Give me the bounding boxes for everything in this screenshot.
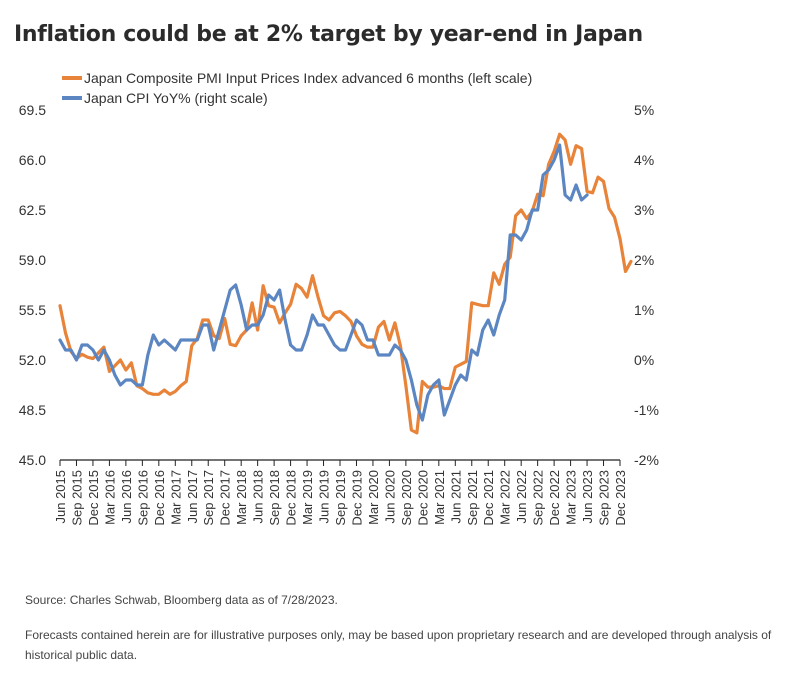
x-tick-label: Sep 2021 [465, 470, 480, 526]
right-tick-label: 1% [634, 302, 654, 318]
right-tick-label: 0% [634, 352, 654, 368]
x-tick-label: Jun 2017 [185, 470, 200, 524]
x-tick-label: Mar 2023 [564, 470, 579, 525]
x-tick-label: Dec 2015 [86, 470, 101, 526]
chart-title: Inflation could be at 2% target by year-… [14, 22, 643, 47]
x-tick-label: Jun 2018 [251, 470, 266, 524]
x-tick-label: Dec 2021 [481, 470, 496, 526]
right-tick-label: 3% [634, 202, 654, 218]
x-tick-label: Jun 2019 [317, 470, 332, 524]
cpi-series-line [58, 143, 589, 422]
x-tick-label: Jun 2022 [514, 470, 529, 524]
left-tick-label: 59.0 [19, 252, 46, 268]
left-tick-label: 55.5 [19, 302, 46, 318]
x-tick-label: Jun 2023 [580, 470, 595, 524]
x-tick-label: Sep 2016 [135, 470, 150, 526]
left-tick-label: 66.0 [19, 152, 46, 168]
right-tick-label: -1% [634, 402, 659, 418]
left-tick-label: 52.0 [19, 352, 46, 368]
x-tick-label: Sep 2018 [267, 470, 282, 526]
x-tick-label: Sep 2015 [69, 470, 84, 526]
x-tick-label: Dec 2019 [349, 470, 364, 526]
x-tick-label: Jun 2020 [382, 470, 397, 524]
x-tick-label: Sep 2023 [597, 470, 612, 526]
chart-legend: Japan Composite PMI Input Prices Index a… [62, 70, 532, 106]
legend-label: Japan Composite PMI Input Prices Index a… [84, 70, 532, 86]
x-tick-label: Dec 2022 [547, 470, 562, 526]
x-tick-label: Sep 2019 [333, 470, 348, 526]
x-tick-label: Jun 2021 [448, 470, 463, 524]
x-tick-label: Sep 2017 [201, 470, 216, 526]
x-tick-label: Mar 2016 [102, 470, 117, 525]
pmi-series-line [58, 132, 633, 435]
source-note: Source: Charles Schwab, Bloomberg data a… [25, 593, 338, 607]
right-tick-label: 2% [634, 252, 654, 268]
left-tick-label: 45.0 [19, 452, 46, 468]
x-tick-label: Sep 2020 [399, 470, 414, 526]
legend-label: Japan CPI YoY% (right scale) [84, 90, 268, 106]
x-tick-label: Dec 2017 [218, 470, 233, 526]
left-tick-label: 62.5 [19, 202, 46, 218]
x-tick-label: Dec 2020 [415, 470, 430, 526]
x-tick-label: Mar 2018 [234, 470, 249, 525]
x-tick-label: Jun 2016 [119, 470, 134, 524]
x-tick-label: Mar 2019 [300, 470, 315, 525]
x-tick-label: Dec 2023 [613, 470, 628, 526]
x-tick-label: Mar 2022 [498, 470, 513, 525]
x-tick-label: Mar 2017 [168, 470, 183, 525]
right-tick-label: 5% [634, 102, 654, 118]
x-tick-label: Dec 2016 [152, 470, 167, 526]
chart-axes: 69.5 66.0 62.5 59.0 55.5 52.0 48.5 45.0 5% 4% 3% 2%… [19, 102, 659, 526]
x-tick-label: Jun 2015 [53, 470, 68, 524]
left-tick-label: 48.5 [19, 402, 46, 418]
x-tick-label: Dec 2018 [284, 470, 299, 526]
right-tick-label: -2% [634, 452, 659, 468]
x-tick-label: Sep 2022 [531, 470, 546, 526]
chart-lines [58, 132, 633, 435]
right-tick-label: 4% [634, 152, 654, 168]
x-tick-label: Mar 2021 [432, 470, 447, 525]
left-tick-label: 69.5 [19, 102, 46, 118]
disclaimer-note: Forecasts contained herein are for illus… [25, 628, 772, 662]
x-tick-label: Mar 2020 [366, 470, 381, 525]
